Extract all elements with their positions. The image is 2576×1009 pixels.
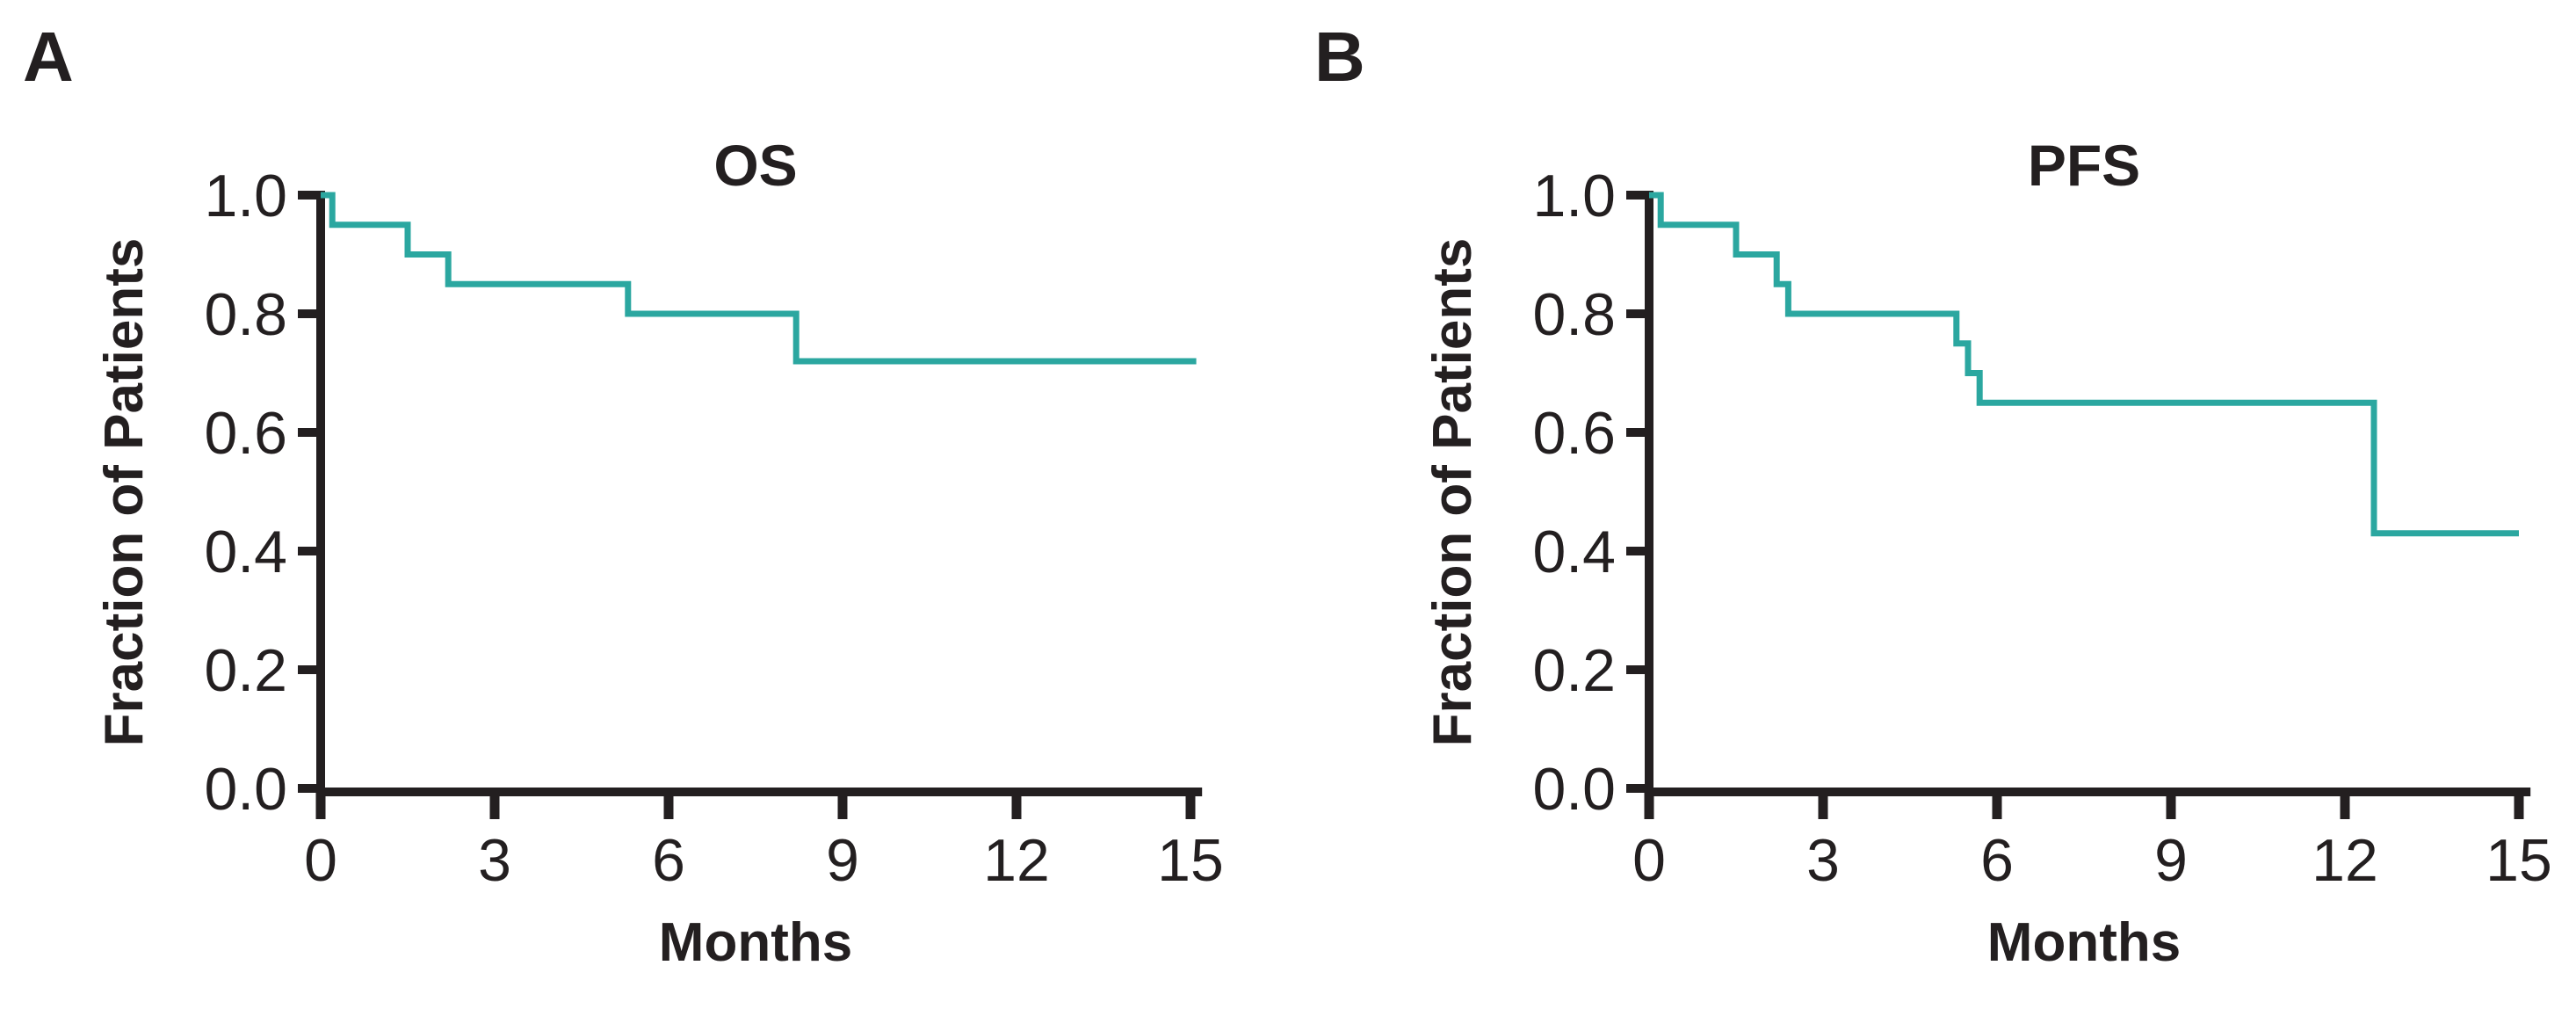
panel-letter-a: A	[23, 18, 74, 96]
x-tick-label: 9	[2154, 827, 2188, 894]
x-tick-label: 12	[983, 827, 1050, 894]
y-tick-label: 0.8	[1532, 281, 1616, 348]
x-tick-label: 0	[1632, 827, 1666, 894]
pfs-x-axis-label: Months	[1987, 912, 2181, 973]
y-tick-label: 0.4	[204, 519, 287, 585]
y-tick-label: 1.0	[204, 163, 287, 229]
y-tick-label: 0.6	[1532, 400, 1616, 467]
x-tick-label: 6	[652, 827, 685, 894]
panel-letter-b: B	[1314, 18, 1365, 96]
km-panel-pfs: B PFS 1.0 0.8 0.6 0.4 0.2 0.0 0 3 6 9 12 15 Months …	[1288, 0, 2576, 1009]
pfs-y-axis-label: Fraction of Patients	[1422, 238, 1483, 747]
pfs-tick-labels: 1.0 0.8 0.6 0.4 0.2 0.00 3 6 9 12 15	[1532, 163, 2551, 894]
x-tick-label: 9	[826, 827, 859, 894]
x-tick-label: 12	[2312, 827, 2378, 894]
pfs-tick-marks	[1626, 191, 2524, 819]
os-tick-labels: 1.0 0.8 0.6 0.4 0.2 0.0 0 3 6 9 12 15	[204, 163, 1223, 894]
x-tick-label: 6	[1980, 827, 2014, 894]
y-tick-label: 0.0	[204, 756, 287, 823]
pfs-plot-title: PFS	[2028, 133, 2140, 198]
y-tick-label: 1.0	[1532, 163, 1616, 229]
os-axes	[316, 191, 1203, 796]
os-y-axis-label: Fraction of Patients	[94, 238, 155, 747]
y-tick-label: 0.6	[204, 400, 287, 467]
y-tick-label: 0.2	[1532, 637, 1616, 704]
os-x-axis-label: Months	[659, 912, 852, 973]
pfs-axes	[1645, 191, 2531, 796]
pfs-km-step-curve	[1649, 192, 2519, 537]
x-tick-label: 15	[2486, 827, 2552, 894]
km-panel-os: A OS 1.0 0.8 0.6 0.4 0.2 0.0 0 3 6 9 12 15 Months F…	[23, 18, 1224, 973]
x-tick-label: 15	[1157, 827, 1224, 894]
os-plot: A OS 1.0 0.8 0.6 0.4 0.2 0.0 0 3 6 9 12 15 Months F…	[23, 18, 1224, 973]
x-tick-label: 0	[304, 827, 337, 894]
y-tick-label: 0.8	[204, 281, 287, 348]
y-tick-label: 0.2	[204, 637, 287, 704]
x-tick-label: 3	[478, 827, 511, 894]
os-km-step-curve	[321, 192, 1197, 365]
os-tick-marks	[298, 191, 1196, 819]
y-tick-label: 0.4	[1532, 519, 1616, 585]
x-tick-label: 3	[1806, 827, 1840, 894]
os-plot-title: OS	[713, 133, 797, 198]
pfs-plot: B PFS 1.00.80.60.40.20.00 3 6 9 12 15 Months …	[1314, 18, 2552, 973]
y-tick-label: 0.0	[1532, 756, 1616, 823]
